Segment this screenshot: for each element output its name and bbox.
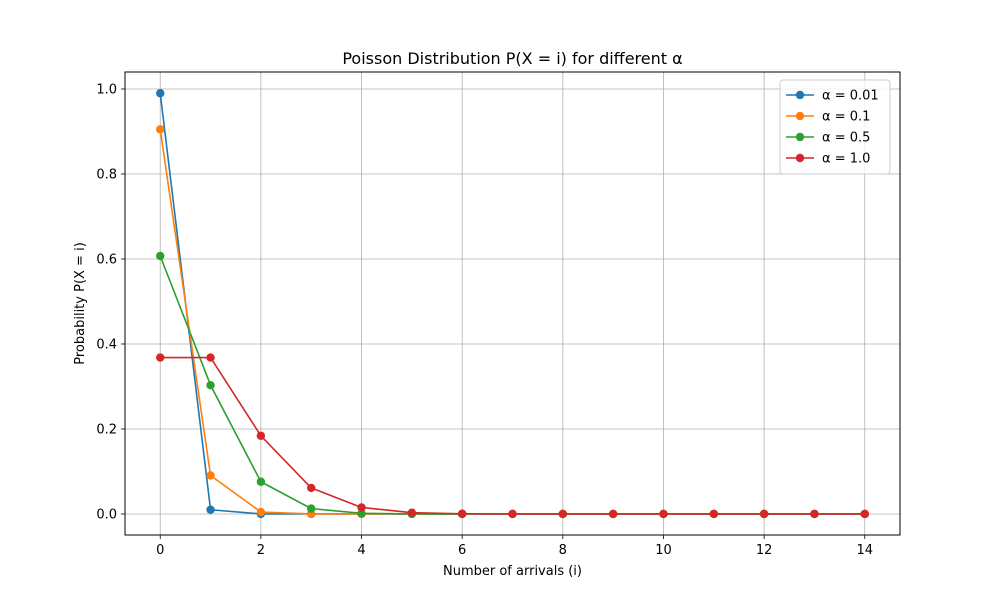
series-lines — [156, 89, 869, 519]
data-point — [407, 508, 417, 517]
y-tick-label: 0.2 — [96, 422, 117, 437]
legend-label: α = 1.0 — [822, 152, 870, 167]
data-point — [357, 503, 366, 512]
legend-swatch-marker — [795, 111, 805, 121]
legend-item: α = 0.5 — [786, 131, 870, 146]
x-tick-label: 8 — [559, 543, 567, 558]
plot-frame — [124, 71, 901, 536]
data-point — [256, 431, 266, 440]
legend-label: α = 0.01 — [822, 89, 879, 104]
data-point — [558, 509, 568, 519]
legend-item: α = 1.0 — [786, 152, 870, 167]
data-point — [156, 251, 165, 261]
legend-item: α = 0.1 — [786, 110, 870, 125]
y-tick-label: 0.0 — [96, 507, 117, 522]
y-axis-label: Probability P(X = i) — [73, 242, 88, 365]
legend: α = 0.01 α = 0.1 α = 0.5 α = 1.0 — [779, 79, 891, 175]
y-tick-label: 0.4 — [96, 337, 117, 352]
y-tick-label: 1.0 — [96, 82, 117, 97]
data-point — [608, 509, 618, 519]
data-point — [457, 509, 467, 518]
data-point — [256, 477, 266, 486]
data-point — [860, 509, 869, 519]
x-tick-label: 6 — [458, 543, 466, 558]
x-tick-label: 2 — [257, 543, 265, 558]
y-tick-label: 0.6 — [96, 252, 117, 267]
y-tick-label: 0.8 — [96, 167, 117, 182]
data-point — [810, 509, 819, 519]
legend-swatch-marker — [795, 90, 805, 100]
data-point — [759, 509, 769, 519]
legend-label: α = 0.5 — [822, 131, 870, 146]
data-point — [206, 353, 215, 362]
data-point — [659, 509, 668, 519]
data-point — [206, 471, 215, 480]
data-point — [206, 505, 215, 514]
x-tick-label: 14 — [856, 543, 873, 558]
data-point — [508, 509, 517, 519]
legend-swatch-marker — [795, 132, 805, 142]
x-tick-label: 12 — [756, 543, 773, 558]
series-3 — [156, 353, 869, 519]
x-axis-label: Number of arrivals (i) — [443, 564, 582, 579]
chart-title: Poisson Distribution P(X = i) for differ… — [342, 49, 682, 68]
x-tick-label: 4 — [357, 543, 365, 558]
legend-swatch-marker — [795, 153, 805, 163]
data-point — [357, 509, 366, 518]
data-point — [156, 89, 165, 98]
legend-label: α = 0.1 — [822, 110, 870, 125]
data-point — [256, 507, 266, 517]
data-point — [156, 125, 165, 134]
data-point — [307, 504, 316, 513]
x-tick-label: 0 — [156, 543, 164, 558]
x-tick-label: 10 — [655, 543, 672, 558]
data-point — [709, 509, 718, 519]
legend-box — [779, 79, 891, 175]
data-point — [156, 353, 165, 362]
data-point — [206, 380, 215, 390]
legend-item: α = 0.01 — [786, 89, 879, 104]
axis-ticks: 0 2 4 6 8 10 12 14 0.0 0.2 0.4 0.6 0.8 1.0 — [96, 82, 873, 558]
data-point — [307, 483, 316, 493]
